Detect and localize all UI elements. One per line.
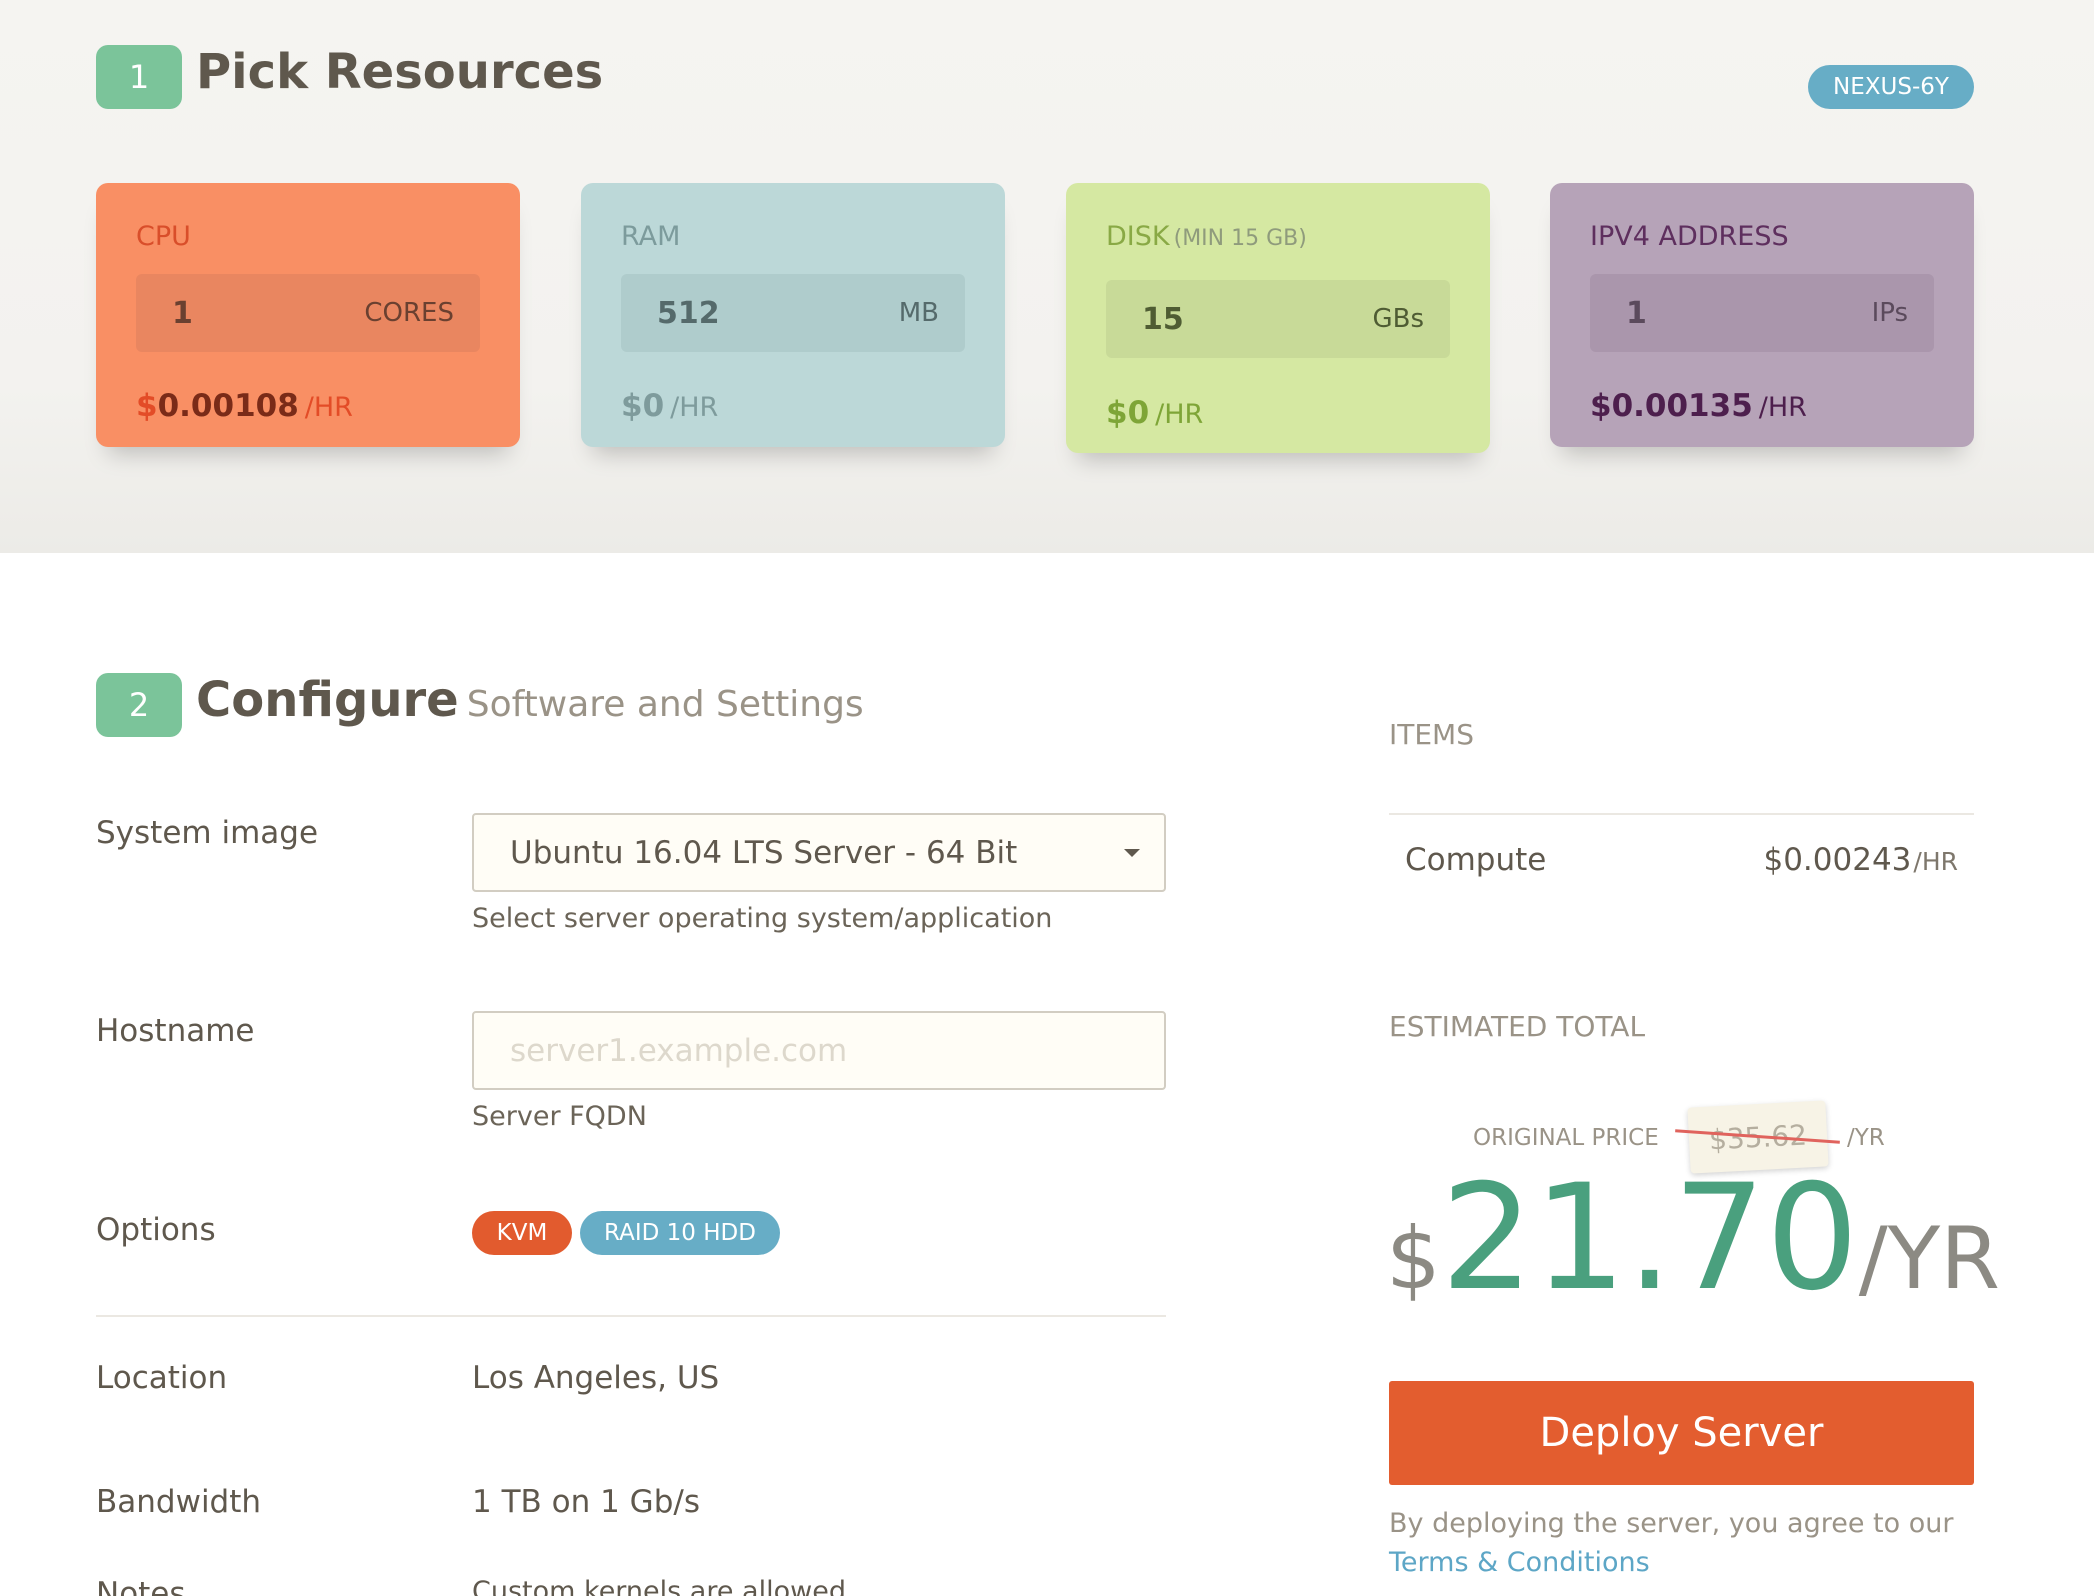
items-divider xyxy=(1389,813,1974,815)
cpu-price: $0.00108/HR xyxy=(136,388,353,424)
original-price-label: ORIGINAL PRICE xyxy=(1473,1125,1659,1151)
machine-badge: NEXUS-6Y xyxy=(1808,65,1974,109)
ram-price-per: /HR xyxy=(670,392,719,423)
cpu-card: CPU 1 CORES $0.00108/HR xyxy=(96,183,520,447)
cpu-price-value: 0.00108 xyxy=(157,388,299,424)
cpu-unit: CORES xyxy=(364,298,454,328)
ipv4-price: $0.00135/HR xyxy=(1590,388,1807,424)
step-1-title: Pick Resources xyxy=(196,44,604,100)
original-price-per: /YR xyxy=(1847,1125,1885,1151)
ipv4-price-per: /HR xyxy=(1758,392,1807,423)
cpu-input[interactable]: 1 CORES xyxy=(136,274,480,352)
total-per: /YR xyxy=(1858,1209,2000,1309)
system-image-label: System image xyxy=(96,815,319,851)
compute-price-value: $0.00243 xyxy=(1763,842,1912,878)
ipv4-title: IPV4 ADDRESS xyxy=(1590,221,1789,252)
disk-card: DISK (MIN 15 GB) 15 GBs $0/HR xyxy=(1066,183,1490,453)
options-label: Options xyxy=(96,1212,216,1248)
step-2-number: 2 xyxy=(128,686,150,724)
ram-unit: MB xyxy=(898,298,939,328)
system-image-selected: Ubuntu 16.04 LTS Server - 64 Bit xyxy=(510,834,1018,871)
disk-price-per: /HR xyxy=(1155,399,1204,430)
disk-price-value: $0 xyxy=(1106,395,1150,431)
ram-title: RAM xyxy=(621,221,681,252)
disk-title: DISK (MIN 15 GB) xyxy=(1106,221,1307,252)
ipv4-price-value: $0.00135 xyxy=(1590,388,1753,424)
ipv4-card: IPV4 ADDRESS 1 IPs $0.00135/HR xyxy=(1550,183,1974,447)
cpu-title: CPU xyxy=(136,221,191,252)
disk-title-label: DISK xyxy=(1106,221,1170,252)
location-value: Los Angeles, US xyxy=(472,1360,720,1396)
compute-label: Compute xyxy=(1405,842,1547,878)
form-divider xyxy=(96,1315,1166,1317)
option-kvm-tag: KVM xyxy=(472,1211,572,1255)
cpu-value: 1 xyxy=(172,295,193,331)
estimated-total-label: ESTIMATED TOTAL xyxy=(1389,1010,1646,1043)
bandwidth-label: Bandwidth xyxy=(96,1484,262,1520)
terms-link[interactable]: Terms & Conditions xyxy=(1389,1547,1650,1578)
caret-down-icon xyxy=(1124,849,1140,857)
estimated-total: $21.70/YR xyxy=(1386,1165,2000,1311)
ipv4-value: 1 xyxy=(1626,295,1647,331)
step-2-subtitle: Software and Settings xyxy=(466,684,864,725)
location-label: Location xyxy=(96,1360,228,1396)
compute-price: $0.00243/HR xyxy=(1763,842,1958,878)
notes-value: Custom kernels are allowed xyxy=(472,1576,846,1596)
system-image-select[interactable]: Ubuntu 16.04 LTS Server - 64 Bit xyxy=(472,813,1166,892)
ram-price: $0/HR xyxy=(621,388,718,424)
disk-min-note: (MIN 15 GB) xyxy=(1173,226,1307,251)
total-amount: 21.70 xyxy=(1440,1153,1859,1323)
step-2-title: Configure Software and Settings xyxy=(196,672,864,728)
terms-text: By deploying the server, you agree to ou… xyxy=(1389,1508,1954,1539)
deploy-server-button[interactable]: Deploy Server xyxy=(1389,1381,1974,1485)
disk-unit: GBs xyxy=(1372,304,1424,334)
ram-card: RAM 512 MB $0/HR xyxy=(581,183,1005,447)
disk-price: $0/HR xyxy=(1106,395,1203,431)
notes-label: Notes xyxy=(96,1576,186,1596)
cpu-price-per: /HR xyxy=(304,392,353,423)
items-label: ITEMS xyxy=(1389,718,1474,751)
hostname-label: Hostname xyxy=(96,1013,255,1049)
ram-input[interactable]: 512 MB xyxy=(621,274,965,352)
step-1-number: 1 xyxy=(128,58,150,96)
step-2-title-text: Configure xyxy=(196,672,459,728)
ram-price-value: $0 xyxy=(621,388,665,424)
total-currency: $ xyxy=(1386,1209,1441,1309)
system-image-help: Select server operating system/applicati… xyxy=(472,903,1053,934)
step-1-badge: 1 xyxy=(96,45,182,109)
compute-price-per: /HR xyxy=(1913,847,1958,876)
option-raid-tag: RAID 10 HDD xyxy=(580,1211,780,1255)
bandwidth-value: 1 TB on 1 Gb/s xyxy=(472,1484,700,1520)
hostname-input[interactable] xyxy=(472,1011,1166,1090)
disk-input[interactable]: 15 GBs xyxy=(1106,280,1450,358)
disk-value: 15 xyxy=(1142,301,1184,337)
step-2-badge: 2 xyxy=(96,673,182,737)
hostname-help: Server FQDN xyxy=(472,1101,647,1132)
ram-value: 512 xyxy=(657,295,720,331)
ipv4-input[interactable]: 1 IPs xyxy=(1590,274,1934,352)
ipv4-unit: IPs xyxy=(1871,298,1908,328)
cpu-price-symbol: $ xyxy=(136,388,158,424)
